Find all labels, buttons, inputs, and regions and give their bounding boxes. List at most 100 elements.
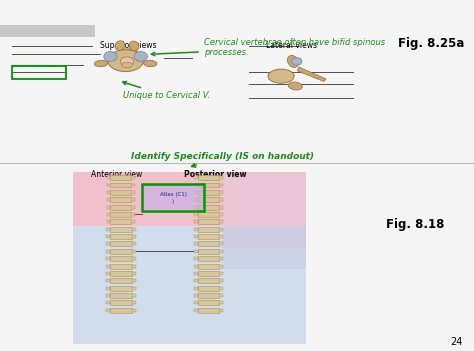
Bar (223, 226, 306, 249)
Text: Identify Specifically (IS on handout): Identify Specifically (IS on handout) (131, 152, 314, 167)
Ellipse shape (115, 41, 125, 51)
Text: Anterior view: Anterior view (91, 170, 142, 179)
Bar (143, 185, 203, 210)
Bar (110, 205, 131, 210)
Bar (132, 287, 136, 290)
Ellipse shape (108, 50, 143, 72)
Bar (198, 278, 219, 283)
Bar (131, 220, 135, 223)
Bar (223, 172, 306, 226)
Bar (107, 176, 110, 179)
Bar (219, 220, 223, 223)
Text: ): ) (172, 199, 174, 204)
Circle shape (134, 52, 147, 61)
Text: Lateral views: Lateral views (266, 41, 317, 51)
Bar (198, 205, 219, 210)
Bar (132, 243, 136, 245)
Text: Fig. 8.18: Fig. 8.18 (385, 218, 444, 231)
Bar (194, 198, 198, 201)
Bar (194, 176, 198, 179)
Bar (12, 66, 66, 79)
Bar (132, 309, 136, 312)
Bar (106, 235, 110, 238)
Ellipse shape (144, 60, 157, 67)
Bar (107, 213, 110, 216)
Bar (131, 206, 135, 208)
Bar (110, 256, 132, 261)
Bar (131, 213, 135, 216)
Ellipse shape (94, 60, 108, 67)
Bar (194, 228, 198, 231)
Bar (106, 257, 110, 260)
Text: Cervical vertebrae often have bifid spinous
processes.: Cervical vertebrae often have bifid spin… (151, 38, 385, 57)
Bar (194, 279, 198, 282)
Bar (110, 197, 131, 202)
Bar (132, 257, 136, 260)
Bar (131, 184, 135, 186)
Bar (107, 184, 110, 186)
Bar (219, 228, 223, 231)
Circle shape (292, 58, 302, 65)
Bar (106, 243, 110, 245)
Bar (198, 308, 219, 313)
Bar (110, 271, 132, 276)
Bar (110, 219, 131, 224)
Bar (194, 309, 198, 312)
Bar (110, 264, 132, 269)
Bar (219, 198, 223, 201)
Bar (219, 206, 223, 208)
Bar (107, 220, 110, 223)
Bar (198, 234, 219, 239)
Ellipse shape (129, 41, 139, 51)
Bar (194, 213, 198, 216)
Bar (132, 272, 136, 275)
Bar (198, 286, 219, 291)
Bar (219, 184, 223, 186)
Bar (106, 272, 110, 275)
Bar (219, 235, 223, 238)
Bar (194, 287, 198, 290)
Bar (110, 241, 132, 246)
Bar (131, 176, 135, 179)
Bar (110, 212, 131, 217)
Bar (106, 279, 110, 282)
Bar (194, 220, 198, 223)
Polygon shape (298, 67, 326, 81)
Bar (198, 183, 219, 187)
Bar (106, 309, 110, 312)
Bar (110, 300, 132, 305)
Bar (110, 175, 131, 180)
Bar (110, 249, 132, 254)
Bar (110, 293, 132, 298)
Bar (110, 234, 132, 239)
Bar (198, 300, 219, 305)
Bar (194, 272, 198, 275)
Bar (219, 309, 223, 312)
Ellipse shape (287, 55, 299, 67)
Bar (110, 286, 132, 291)
Bar (219, 176, 223, 179)
Bar (0, 25, 95, 37)
Bar (198, 175, 219, 180)
Bar (131, 191, 135, 194)
Bar (194, 206, 198, 208)
Bar (219, 250, 223, 253)
Bar (194, 257, 198, 260)
Bar (219, 265, 223, 267)
Bar (194, 235, 198, 238)
Bar (106, 250, 110, 253)
Bar (132, 265, 136, 267)
Bar (223, 249, 306, 269)
Bar (194, 294, 198, 297)
Bar (219, 294, 223, 297)
Ellipse shape (288, 82, 302, 90)
Ellipse shape (120, 57, 134, 66)
Bar (106, 287, 110, 290)
Bar (219, 272, 223, 275)
Ellipse shape (115, 49, 139, 60)
Bar (132, 302, 136, 304)
Bar (198, 197, 219, 202)
Bar (110, 278, 132, 283)
Bar (198, 241, 219, 246)
Bar (198, 256, 219, 261)
